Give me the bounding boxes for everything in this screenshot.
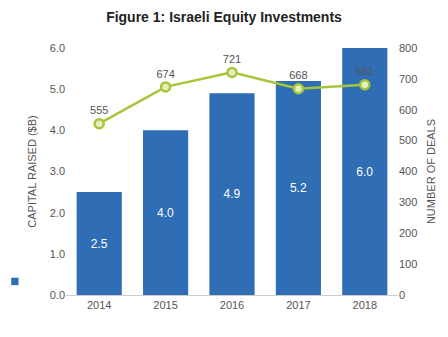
svg-text:6.0: 6.0 <box>356 165 373 179</box>
svg-text:300: 300 <box>399 196 417 208</box>
svg-text:2016: 2016 <box>220 299 244 311</box>
svg-text:2018: 2018 <box>353 299 377 311</box>
svg-text:0.0: 0.0 <box>50 289 65 301</box>
svg-text:NUMBER OF DEALS: NUMBER OF DEALS <box>425 119 437 224</box>
svg-text:0: 0 <box>399 289 405 301</box>
svg-text:700: 700 <box>399 73 417 85</box>
svg-text:674: 674 <box>156 68 174 80</box>
svg-text:555: 555 <box>90 104 108 116</box>
svg-text:200: 200 <box>399 227 417 239</box>
svg-text:Figure 1: Israeli Equity Inves: Figure 1: Israeli Equity Investments <box>106 9 342 25</box>
svg-text:800: 800 <box>399 42 417 54</box>
svg-text:721: 721 <box>223 53 241 65</box>
svg-text:CAPITAL RAISED ($B): CAPITAL RAISED ($B) <box>26 115 38 227</box>
svg-text:100: 100 <box>399 258 417 270</box>
svg-text:5.0: 5.0 <box>50 83 65 95</box>
svg-text:681: 681 <box>356 65 374 77</box>
svg-text:4.0: 4.0 <box>157 206 174 220</box>
svg-text:2014: 2014 <box>87 299 111 311</box>
svg-text:500: 500 <box>399 134 417 146</box>
svg-text:3.0: 3.0 <box>50 165 65 177</box>
svg-text:2015: 2015 <box>153 299 177 311</box>
svg-text:400: 400 <box>399 165 417 177</box>
svg-text:1.0: 1.0 <box>50 248 65 260</box>
svg-text:5.2: 5.2 <box>290 181 307 195</box>
svg-text:4.9: 4.9 <box>223 187 240 201</box>
svg-text:4.0: 4.0 <box>50 124 65 136</box>
svg-text:6.0: 6.0 <box>50 42 65 54</box>
svg-text:600: 600 <box>399 104 417 116</box>
svg-text:2.0: 2.0 <box>50 207 65 219</box>
svg-text:2017: 2017 <box>286 299 310 311</box>
svg-text:668: 668 <box>289 69 307 81</box>
svg-text:2.5: 2.5 <box>91 237 108 251</box>
